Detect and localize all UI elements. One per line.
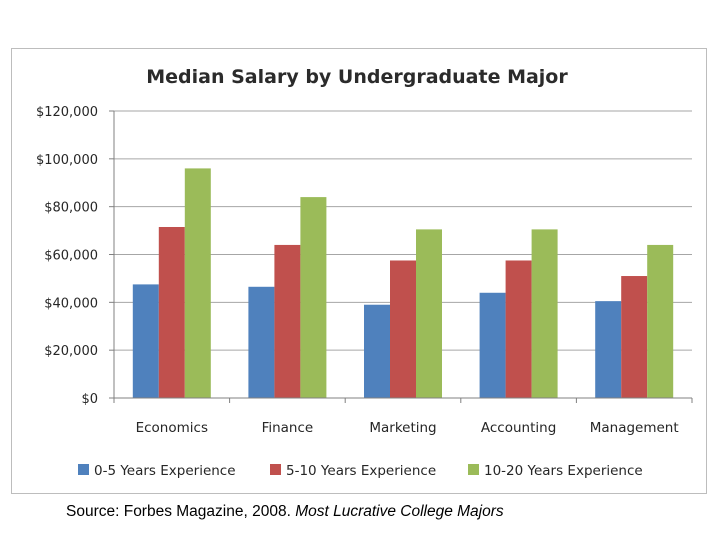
source-title: Most Lucrative College Majors: [295, 503, 504, 520]
legend-label: 10-20 Years Experience: [484, 463, 643, 479]
bar: [132, 284, 159, 398]
x-tick-label: Finance: [262, 420, 314, 436]
bar: [274, 244, 301, 398]
source-note: Source: Forbes Magazine, 2008. Most Lucr…: [66, 503, 504, 521]
x-tick-label: Economics: [136, 420, 208, 436]
bar: [505, 260, 532, 398]
axes: [113, 111, 693, 403]
y-tick-label: $80,000: [44, 201, 98, 216]
y-tick-label: $40,000: [44, 296, 98, 311]
bars: [132, 168, 674, 398]
bar: [248, 286, 275, 398]
bar: [647, 244, 674, 398]
bar: [364, 304, 390, 398]
x-axis-labels: Economics Finance Marketing Accounting Manag…: [136, 420, 679, 436]
y-axis-ticks: $0 $20,000 $40,000 $60,000 $80,000 $100,000 $1…: [36, 105, 114, 407]
bar: [531, 229, 558, 398]
chart-frame: [11, 48, 707, 494]
bar: [595, 301, 622, 398]
source-text: Source: Forbes Magazine, 2008.: [66, 503, 296, 520]
bar: [158, 226, 185, 398]
legend: 0-5 Years Experience 5-10 Years Experienc…: [78, 463, 643, 479]
bar: [621, 276, 648, 398]
y-tick-label: $0: [81, 392, 98, 407]
bar: [300, 197, 327, 398]
legend-swatch: [270, 464, 281, 475]
legend-swatch: [78, 464, 89, 475]
y-tick-label: $60,000: [44, 249, 98, 264]
legend-label: 0-5 Years Experience: [94, 463, 236, 479]
y-tick-label: $120,000: [36, 105, 98, 120]
bar: [479, 292, 506, 398]
x-tick-label: Accounting: [481, 420, 556, 436]
y-tick-label: $100,000: [36, 153, 98, 168]
chart-title: Median Salary by Undergraduate Major: [146, 66, 568, 88]
legend-label: 5-10 Years Experience: [286, 463, 436, 479]
y-tick-label: $20,000: [44, 344, 98, 359]
legend-swatch: [468, 464, 479, 475]
x-tick-label: Management: [590, 420, 679, 436]
x-tick-label: Marketing: [369, 420, 436, 436]
bar: [390, 260, 416, 398]
bar: [416, 229, 442, 398]
bar: [184, 168, 211, 398]
